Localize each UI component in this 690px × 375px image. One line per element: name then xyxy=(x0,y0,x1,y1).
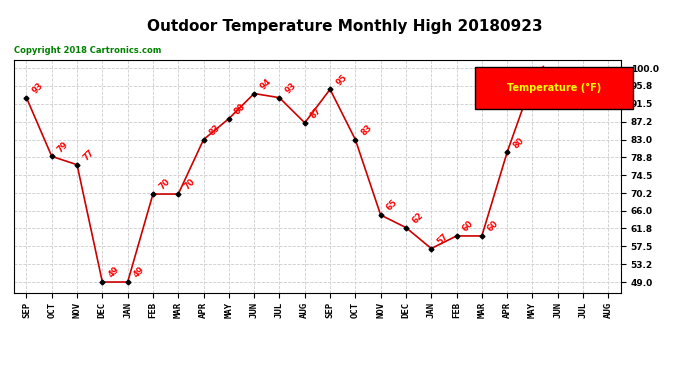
Text: 65: 65 xyxy=(385,198,400,213)
Text: 94: 94 xyxy=(258,77,273,92)
Text: 83: 83 xyxy=(359,123,374,137)
Text: 95: 95 xyxy=(334,73,349,87)
Text: Temperature (°F): Temperature (°F) xyxy=(507,83,601,93)
Text: 87: 87 xyxy=(309,106,324,121)
Text: 62: 62 xyxy=(410,211,425,225)
Text: 93: 93 xyxy=(30,81,45,96)
Text: 77: 77 xyxy=(81,148,96,163)
Text: 83: 83 xyxy=(208,123,222,137)
Text: 60: 60 xyxy=(461,219,475,234)
Text: 70: 70 xyxy=(182,177,197,192)
Text: 57: 57 xyxy=(435,232,450,246)
Text: 80: 80 xyxy=(511,135,526,150)
Text: 95: 95 xyxy=(562,73,577,87)
Text: 49: 49 xyxy=(132,265,146,280)
Text: Outdoor Temperature Monthly High 20180923: Outdoor Temperature Monthly High 2018092… xyxy=(147,19,543,34)
Text: 49: 49 xyxy=(106,265,121,280)
Text: 97: 97 xyxy=(537,64,551,79)
FancyBboxPatch shape xyxy=(475,67,633,109)
Text: 88: 88 xyxy=(233,102,248,117)
Text: 93: 93 xyxy=(284,81,298,96)
Text: 60: 60 xyxy=(486,219,501,234)
Text: Copyright 2018 Cartronics.com: Copyright 2018 Cartronics.com xyxy=(14,46,161,56)
Text: 79: 79 xyxy=(56,140,70,154)
Text: 70: 70 xyxy=(157,177,172,192)
Text: 94: 94 xyxy=(587,77,602,92)
Text: 94: 94 xyxy=(613,77,627,92)
